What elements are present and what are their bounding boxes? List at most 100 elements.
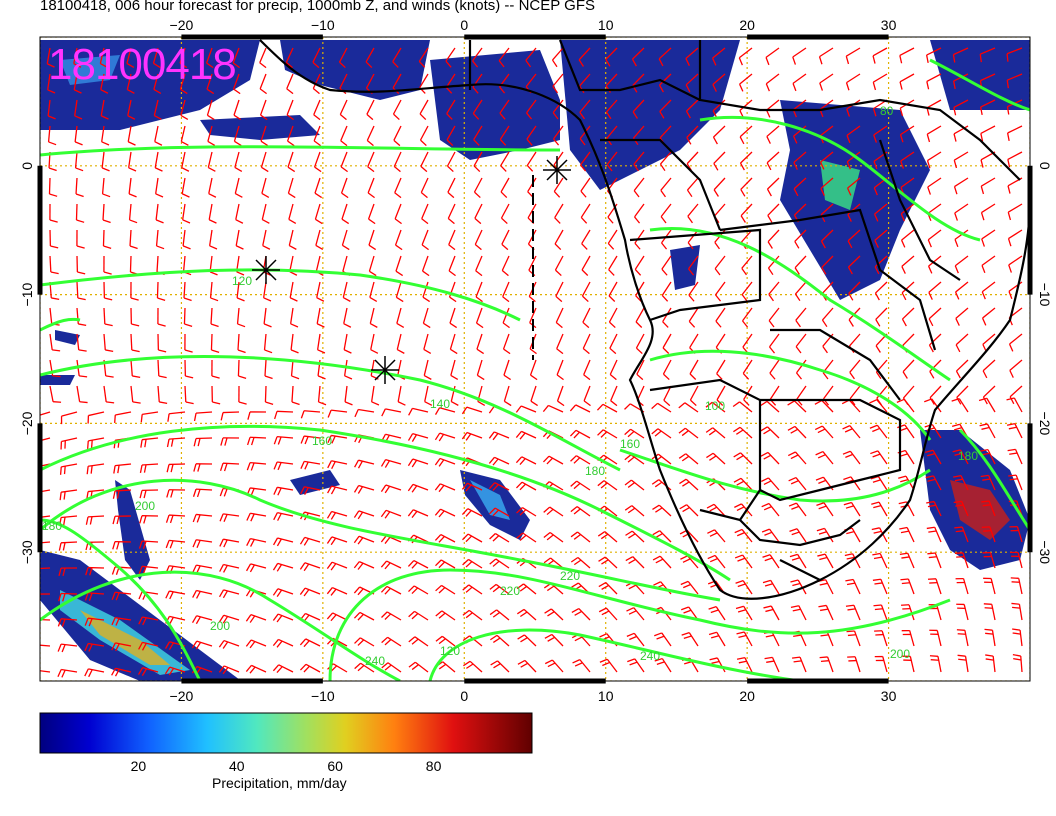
wind-barb: [423, 359, 432, 380]
wind-barb: [712, 125, 726, 145]
wind-barb: [192, 589, 213, 599]
wind-barb: [234, 151, 243, 173]
wind-barb: [570, 531, 591, 543]
lat-tick-label-left: −10: [19, 283, 35, 307]
wind-barb: [219, 462, 240, 472]
contour-label: 240: [365, 654, 385, 668]
axis-tick-labels: −20 −20 −10 −10 0 0 10 10 20 20 30 30 0 0 −10 −10 −20 −20…: [19, 17, 1053, 704]
wind-barb: [286, 73, 294, 95]
wind-barb: [474, 203, 483, 225]
wind-barb: [1006, 125, 1023, 141]
map-title: 18100418, 006 hour forecast for precip, …: [40, 0, 595, 14]
wind-barb: [502, 281, 510, 303]
wind-barb: [925, 47, 942, 64]
wind-barb: [299, 587, 321, 597]
wind-barb: [193, 463, 213, 472]
wind-barb: [353, 611, 375, 621]
wind-barb: [40, 644, 51, 647]
wind-barb: [207, 125, 216, 147]
wind-barb: [1010, 577, 1023, 595]
wind-barb: [515, 481, 537, 491]
wind-barb: [873, 604, 888, 621]
wind-barb: [381, 611, 402, 621]
wind-barb: [927, 177, 942, 195]
wind-barb: [845, 578, 861, 595]
wind-barb: [263, 333, 273, 354]
wind-barb: [343, 333, 352, 354]
wind-barb: [572, 659, 591, 673]
wind-barb: [501, 255, 510, 277]
wind-barb: [272, 638, 294, 648]
wind-barb: [461, 508, 483, 517]
wind-barb: [552, 73, 564, 94]
wind-barb: [819, 73, 834, 91]
wind-barb: [979, 99, 996, 115]
wind-barb: [313, 151, 322, 173]
wind-barb: [103, 333, 114, 353]
wind-barb: [954, 281, 969, 300]
wind-barb: [899, 73, 915, 90]
wind-barb: [272, 562, 294, 572]
wind-barb: [926, 500, 942, 517]
wind-barb: [582, 307, 591, 329]
wind-barb: [153, 73, 162, 95]
wind-barb: [769, 359, 780, 380]
asterisk-marker: [252, 256, 280, 284]
wind-barb: [111, 642, 132, 652]
wind-barb: [707, 529, 726, 543]
wind-barb: [582, 333, 591, 355]
wind-barb: [191, 640, 213, 650]
wind-barb: [192, 539, 213, 548]
wind-barb: [900, 151, 915, 169]
wind-barb: [157, 385, 168, 405]
wind-barb: [607, 229, 618, 250]
wind-barb: [219, 513, 240, 523]
wind-barb: [210, 333, 220, 353]
wind-barb: [926, 73, 942, 90]
wind-barb: [395, 281, 404, 303]
wind-barb: [76, 281, 86, 301]
wind-barb: [113, 463, 132, 474]
wind-barb: [983, 577, 996, 595]
wind-barb: [272, 613, 294, 623]
wind-barb: [290, 359, 300, 380]
wind-barb: [681, 631, 699, 647]
wind-barb: [367, 151, 375, 173]
wind-barb: [353, 535, 375, 545]
wind-barb: [608, 281, 618, 302]
wind-barb: [317, 385, 327, 406]
wind-barb: [101, 125, 110, 146]
wind-barb: [761, 477, 780, 491]
wind-barb: [610, 385, 618, 407]
wind-barb: [794, 281, 807, 302]
wind-barb: [554, 203, 564, 224]
wind-barb: [76, 333, 87, 352]
wind-barb: [742, 359, 753, 380]
wind-barb: [381, 408, 402, 417]
wind-barb: [338, 47, 348, 69]
wind-barb: [795, 333, 807, 354]
wind-barb: [981, 229, 996, 247]
wind-barb: [954, 203, 969, 221]
wind-barb: [434, 407, 456, 415]
wind-barb: [180, 125, 189, 146]
wind-barb: [516, 608, 537, 621]
wind-barb: [165, 514, 186, 524]
wind-barb: [739, 151, 753, 171]
wind-barb: [924, 398, 942, 413]
wind-barb: [979, 448, 996, 465]
wind-barb: [76, 307, 87, 327]
wind-barb: [183, 307, 193, 327]
wind-barb: [342, 281, 351, 302]
wind-barb: [219, 538, 240, 548]
wind-barb: [130, 385, 141, 404]
wind-barb: [157, 307, 166, 327]
wind-barb: [488, 482, 510, 491]
lon-tick-label-top: 0: [460, 17, 468, 33]
wind-barb: [1012, 628, 1023, 647]
wind-barb: [732, 401, 753, 413]
wind-barb: [768, 281, 780, 302]
wind-barb: [768, 333, 780, 354]
wind-barb: [233, 99, 242, 121]
wind-barb: [955, 307, 969, 326]
